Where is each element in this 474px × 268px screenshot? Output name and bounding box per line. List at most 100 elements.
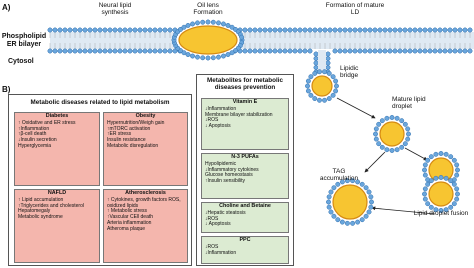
lipid-head [190, 53, 196, 59]
lipid-head [405, 136, 411, 142]
lipid-head [427, 27, 433, 33]
arrow [364, 151, 386, 173]
lipid-head [384, 115, 390, 121]
lipid-head [363, 213, 369, 219]
lipid-head [372, 48, 378, 54]
lipid-head [87, 27, 93, 33]
lipid-head [467, 48, 473, 54]
lipid-head [239, 34, 245, 40]
box-title: NAFLD [47, 190, 67, 196]
lipid-head [252, 48, 258, 54]
lipid-head [77, 27, 83, 33]
lipid-head [322, 97, 327, 103]
box-item: ↑ER stress [107, 131, 132, 138]
lipid-head [62, 48, 68, 54]
lipid-head [350, 178, 356, 184]
lipid-head [322, 69, 327, 75]
lipid-head [102, 48, 108, 54]
lipid-head [57, 27, 63, 33]
lipid-head [357, 48, 363, 54]
lipid-head [452, 27, 458, 33]
lipid-head [373, 131, 378, 137]
lipid-head [67, 27, 73, 33]
lipid-head [330, 74, 336, 80]
lipid-head [427, 48, 433, 54]
lipid-head [292, 48, 298, 54]
lipid-head [372, 27, 378, 33]
lipid-droplet [428, 181, 454, 207]
box-item: ↓Inflammation [205, 249, 237, 256]
lipid-head [455, 167, 460, 173]
lipid-droplet [332, 184, 368, 220]
lipid-head [220, 53, 226, 59]
lipid-head [216, 20, 221, 26]
lipid-head [432, 48, 438, 54]
lipid-head [331, 213, 337, 219]
lipid-head [425, 181, 431, 187]
box-item: ↑mTORC activation [107, 125, 151, 132]
lipid-head [313, 65, 319, 70]
lipid-head [425, 157, 431, 163]
lipid-head [392, 27, 398, 33]
lipid-head [326, 194, 332, 200]
lipid-head [407, 48, 413, 54]
lipid-head [229, 50, 235, 56]
lipid-head [147, 27, 153, 33]
lipid-head [457, 27, 463, 33]
lipid-head [302, 48, 308, 54]
info-box: N-3 PUFAs Hypolipidemic ↓Inflammatory cyto… [201, 153, 289, 199]
lipid-head [325, 56, 331, 61]
lipid-head [307, 27, 313, 33]
lipid-head [242, 27, 248, 33]
lipid-head [162, 27, 168, 33]
lipid-head [438, 208, 444, 213]
lipid-head [225, 22, 231, 28]
lipid-head [376, 121, 382, 127]
lipid-head [433, 175, 439, 181]
lipid-head [405, 126, 411, 132]
lipid-head [422, 172, 428, 178]
box-title: Vitamin E [232, 99, 258, 105]
mature-label: Mature lipid droplet [392, 96, 426, 110]
lipid-head [443, 151, 449, 157]
lipid-head [92, 27, 98, 33]
lipid-head [344, 220, 350, 226]
lipid-head [277, 27, 283, 33]
panel-label: A) [2, 3, 11, 12]
lipid-head [242, 48, 248, 54]
lipid-head [366, 209, 372, 215]
lipid-head [47, 27, 53, 33]
lipid-head [62, 27, 68, 33]
lipid-head [233, 48, 238, 54]
lipid-head [257, 48, 263, 54]
lipid-head [399, 144, 405, 150]
lipid-head [317, 97, 322, 103]
box-item: ↓Insulin secretion [18, 137, 57, 144]
lipid-droplet [311, 75, 333, 97]
lipid-head [376, 141, 382, 147]
lipid-head [326, 199, 331, 205]
box-title: Choline and Betaine [219, 203, 271, 209]
lipid-head [122, 27, 128, 33]
box-item: ↓Hepatic steatosis [205, 209, 246, 216]
oil-lens [178, 25, 238, 55]
lipid-head [422, 196, 428, 202]
lipid-head [455, 191, 460, 197]
lipid-head [77, 48, 83, 54]
lipid-head [272, 48, 278, 54]
info-box: Diabetes ↑ Oxidative and ER stress ↑Inflam… [14, 112, 100, 186]
lipid-head [425, 201, 431, 207]
lipid-head [132, 48, 138, 54]
lipid-head [216, 54, 221, 60]
lipid-head [287, 48, 293, 54]
lipid-head [438, 151, 444, 156]
lipid-head [373, 126, 379, 132]
lipid-head [368, 204, 374, 210]
lipid-head [451, 157, 457, 163]
box-item: ↓ROS [205, 215, 219, 222]
lipid-head [157, 27, 163, 33]
lipid-head [397, 48, 403, 54]
box-item: ↓ROS [205, 117, 219, 124]
lipid-head [432, 27, 438, 33]
